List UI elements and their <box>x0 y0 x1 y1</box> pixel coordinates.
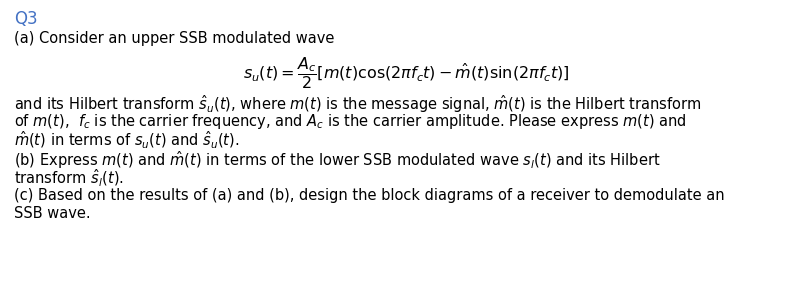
Text: (c) Based on the results of (a) and (b), design the block diagrams of a receiver: (c) Based on the results of (a) and (b),… <box>14 188 723 203</box>
Text: SSB wave.: SSB wave. <box>14 206 91 221</box>
Text: transform $\hat{s}_l(t)$.: transform $\hat{s}_l(t)$. <box>14 168 124 189</box>
Text: of $m(t)$,  $f_c$ is the carrier frequency, and $A_c$ is the carrier amplitude. : of $m(t)$, $f_c$ is the carrier frequenc… <box>14 112 686 131</box>
Text: Q3: Q3 <box>14 10 37 28</box>
Text: (b) Express $m(t)$ and $\hat{m}(t)$ in terms of the lower SSB modulated wave $s_: (b) Express $m(t)$ and $\hat{m}(t)$ in t… <box>14 150 660 171</box>
Text: $\hat{m}(t)$ in terms of $s_u(t)$ and $\hat{s}_u(t)$.: $\hat{m}(t)$ in terms of $s_u(t)$ and $\… <box>14 130 239 151</box>
Text: $s_u(t) = \dfrac{A_c}{2}[m(t)\cos(2\pi f_c t) - \hat{m}(t)\sin(2\pi f_c t)]$: $s_u(t) = \dfrac{A_c}{2}[m(t)\cos(2\pi f… <box>242 55 569 91</box>
Text: and its Hilbert transform $\hat{s}_u(t)$, where $m(t)$ is the message signal, $\: and its Hilbert transform $\hat{s}_u(t)$… <box>14 93 701 115</box>
Text: (a) Consider an upper SSB modulated wave: (a) Consider an upper SSB modulated wave <box>14 31 334 46</box>
